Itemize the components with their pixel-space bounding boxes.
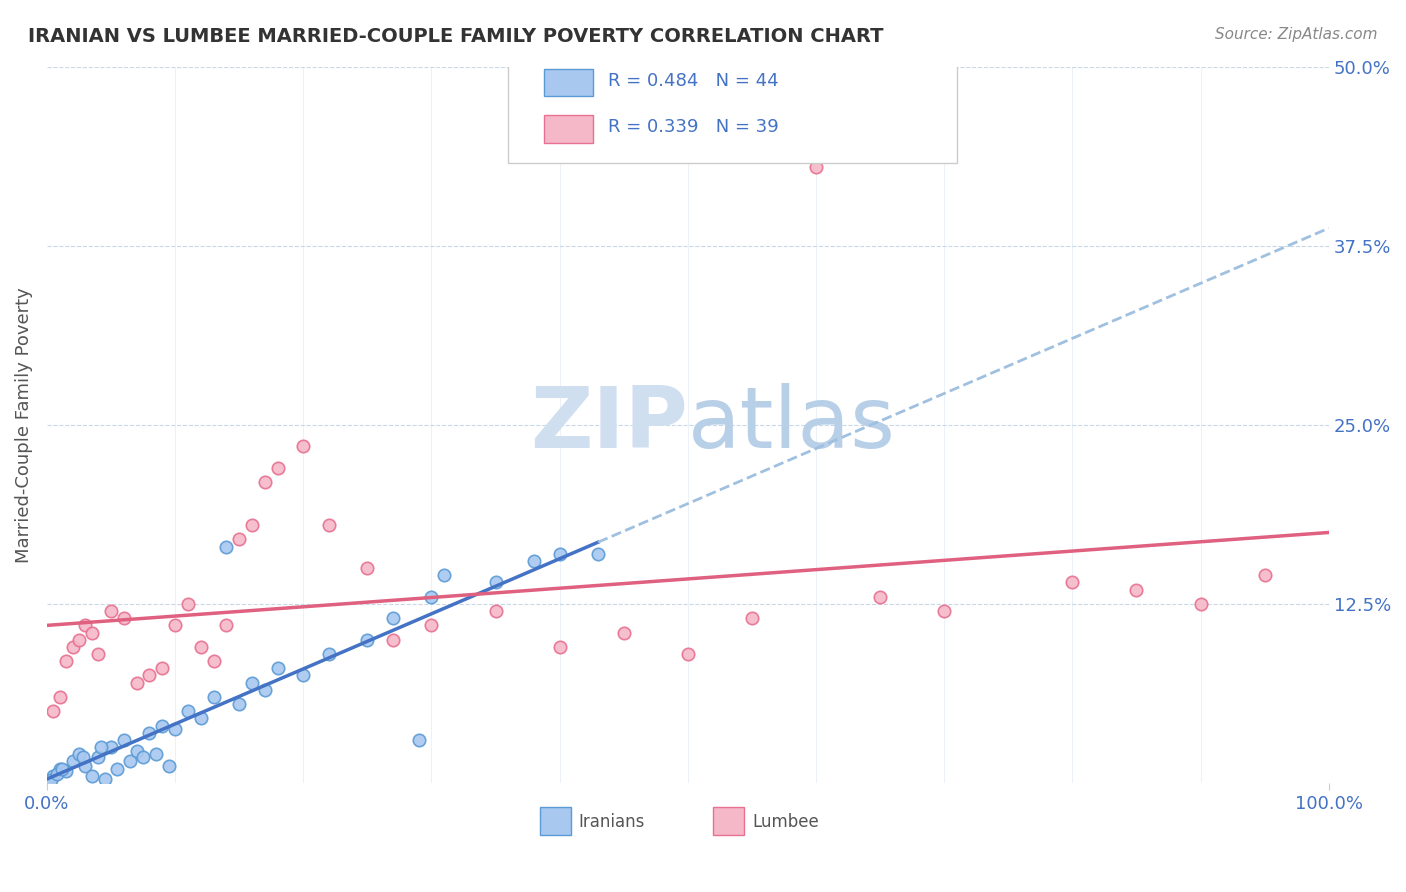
Point (177, 704, 200, 718)
Point (93, 772, 115, 786)
Point (228, 533, 250, 547)
Point (51, 762, 73, 776)
Point (150, 718, 173, 732)
Point (39, 773, 62, 788)
Point (228, 697, 250, 711)
Text: ZIP: ZIP (530, 384, 688, 467)
Point (253, 475, 276, 489)
Point (586, 547, 609, 561)
Point (75, 758, 97, 772)
Bar (544, 115, 593, 143)
Point (433, 568, 456, 582)
Point (80, 769, 103, 783)
Point (42, 769, 65, 783)
Point (1125, 582, 1147, 597)
Point (190, 640, 212, 654)
Point (676, 647, 699, 661)
Point (266, 460, 288, 475)
Point (318, 647, 340, 661)
Point (523, 554, 546, 568)
Point (125, 744, 148, 758)
Point (67, 632, 90, 647)
Text: R = 0.339   N = 39: R = 0.339 N = 39 (609, 119, 779, 136)
Point (934, 604, 956, 618)
Text: R = 0.484   N = 44: R = 0.484 N = 44 (609, 72, 779, 90)
Point (382, 632, 405, 647)
Point (484, 604, 506, 618)
Point (55, 654, 77, 668)
Point (125, 675, 148, 690)
Point (190, 711, 212, 725)
Text: Iranians: Iranians (579, 814, 645, 831)
Point (215, 540, 238, 554)
Point (484, 575, 506, 590)
Point (75, 618, 97, 632)
Point (42, 704, 65, 718)
Point (100, 740, 122, 755)
Point (215, 618, 238, 632)
Point (132, 750, 155, 764)
Point (55, 764, 77, 779)
Text: Lumbee: Lumbee (752, 814, 818, 831)
Point (548, 547, 571, 561)
FancyBboxPatch shape (509, 53, 957, 163)
Point (177, 597, 200, 611)
Point (292, 668, 315, 682)
Point (292, 439, 315, 453)
Point (741, 611, 763, 625)
Point (105, 762, 128, 776)
Point (420, 618, 443, 632)
Point (48, 690, 70, 704)
Point (202, 690, 225, 704)
Point (157, 758, 180, 772)
Point (90, 740, 112, 755)
Point (1062, 575, 1084, 590)
Point (145, 747, 167, 762)
Text: atlas: atlas (688, 384, 896, 467)
Point (62, 640, 84, 654)
Point (240, 518, 263, 533)
Text: Source: ZipAtlas.com: Source: ZipAtlas.com (1215, 27, 1378, 42)
Point (67, 747, 90, 762)
Point (150, 661, 173, 675)
Point (382, 611, 405, 625)
Bar (713, 807, 744, 835)
Point (356, 561, 378, 575)
Point (356, 632, 378, 647)
Point (804, 160, 827, 174)
Bar (544, 69, 593, 96)
Point (1253, 568, 1275, 582)
Point (87, 750, 110, 764)
Point (240, 675, 263, 690)
Point (202, 654, 225, 668)
Point (548, 640, 571, 654)
Point (112, 611, 135, 625)
Point (138, 668, 160, 682)
Point (613, 625, 636, 640)
Point (1189, 597, 1212, 611)
Point (62, 755, 84, 769)
Text: IRANIAN VS LUMBEE MARRIED-COUPLE FAMILY POVERTY CORRELATION CHART: IRANIAN VS LUMBEE MARRIED-COUPLE FAMILY … (28, 27, 883, 45)
Point (318, 518, 340, 533)
Point (266, 661, 288, 675)
Point (100, 604, 122, 618)
Bar (540, 807, 571, 835)
Point (112, 733, 135, 747)
Point (165, 722, 187, 736)
Point (138, 726, 160, 740)
Point (46, 767, 69, 781)
Point (80, 625, 103, 640)
Y-axis label: Married-Couple Family Poverty: Married-Couple Family Poverty (15, 287, 32, 563)
Point (165, 618, 187, 632)
Point (87, 647, 110, 661)
Point (408, 733, 430, 747)
Point (48, 762, 70, 776)
Point (120, 755, 142, 769)
Point (869, 590, 891, 604)
Point (253, 682, 276, 697)
Point (420, 590, 443, 604)
Point (72, 750, 94, 764)
